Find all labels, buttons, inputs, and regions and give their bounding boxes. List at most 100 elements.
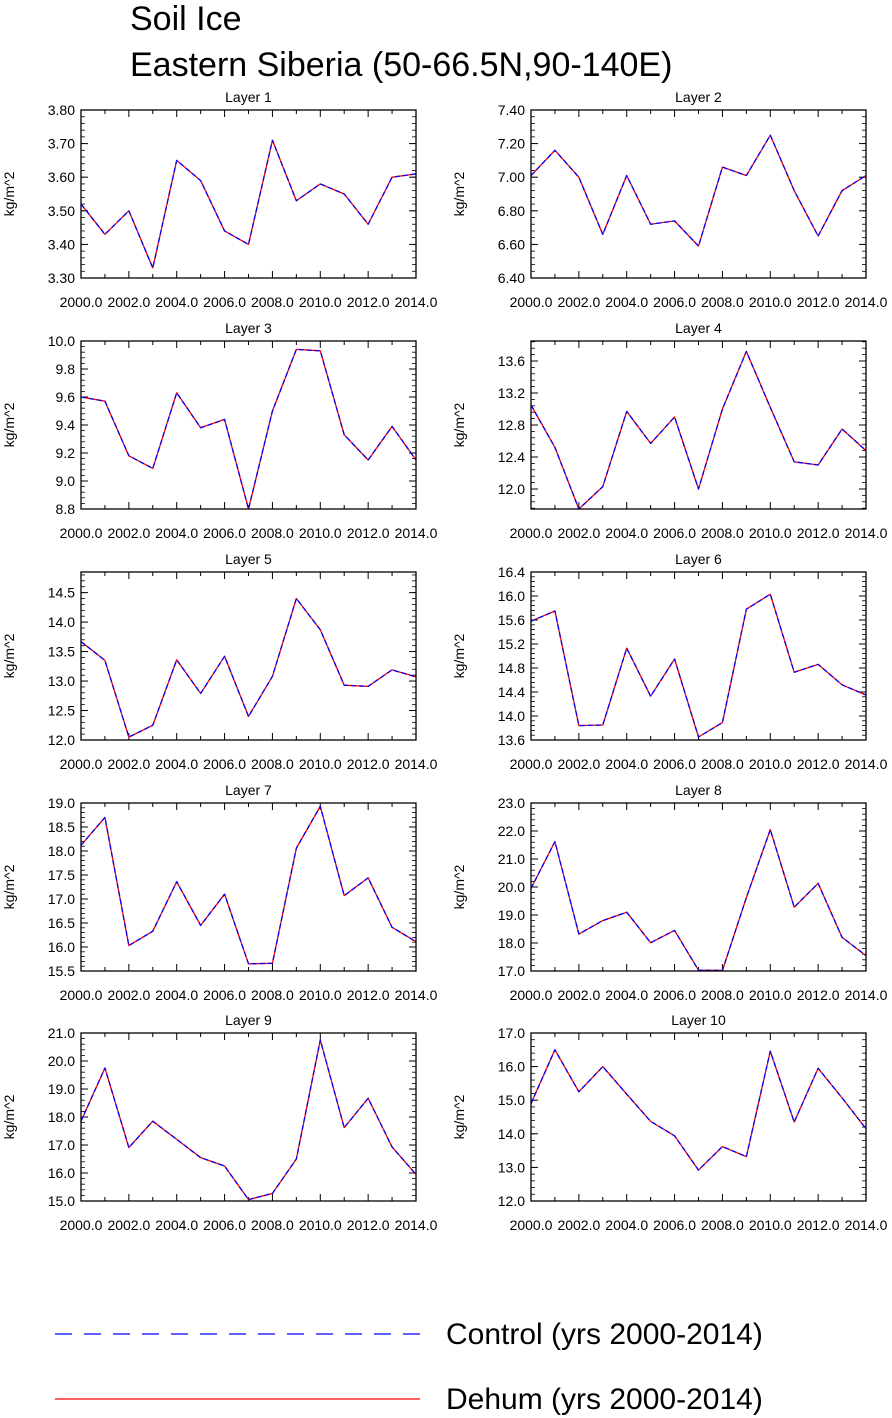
panel-2-ytick-label: 7.00 xyxy=(498,169,525,185)
panel-10-series-dehum xyxy=(530,1049,867,1171)
panel-6-xtick-label: 2002.0 xyxy=(557,756,600,772)
panel-3-ytick-label: 9.2 xyxy=(56,445,76,461)
panel-3: Layer 3 kg/m^2 2000.0 2002.0 2004.0 2006.0 200… xyxy=(1,320,438,541)
panel-6-xtick-label: 2008.0 xyxy=(701,756,744,772)
panel-2-series-control xyxy=(530,134,867,247)
panel-7-frame xyxy=(80,802,417,972)
panel-1-ytick-label: 3.80 xyxy=(48,102,75,118)
panel-3-xtick-label: 2010.0 xyxy=(299,525,342,541)
panel-4-xtick-label: 2006.0 xyxy=(653,525,696,541)
panel-10: Layer 10 kg/m^2 2000.0 2002.0 2004.0 2006.0 20… xyxy=(451,1012,888,1233)
panel-10-xtick-label: 2014.0 xyxy=(845,1217,888,1233)
panel-6-ylabel: kg/m^2 xyxy=(451,633,467,678)
panel-4-ytick-label: 12.8 xyxy=(498,417,525,433)
panel-2-ytick-label: 6.60 xyxy=(498,236,525,252)
panel-10-xtick-label: 2012.0 xyxy=(797,1217,840,1233)
panel-2-xtick-label: 2002.0 xyxy=(557,294,600,310)
panel-3-xtick-label: 2004.0 xyxy=(155,525,198,541)
panel-10-xtick-label: 2010.0 xyxy=(749,1217,792,1233)
panel-2: Layer 2 kg/m^2 2000.0 2002.0 2004.0 2006.0 200… xyxy=(451,89,888,310)
panel-9-ytick-label: 17.0 xyxy=(48,1137,75,1153)
panel-1-xtick-label: 2004.0 xyxy=(155,294,198,310)
panel-5-title: Layer 5 xyxy=(225,551,272,567)
panel-1-xtick-label: 2002.0 xyxy=(107,294,150,310)
panel-8-xtick-label: 2004.0 xyxy=(605,987,648,1003)
panel-7-ytick-label: 16.5 xyxy=(48,915,75,931)
panel-6-series-control xyxy=(530,593,867,738)
panel-4-ytick-label: 13.2 xyxy=(498,385,525,401)
panel-5-xtick-label: 2014.0 xyxy=(395,756,438,772)
panel-8-series-control xyxy=(530,828,867,972)
panel-7-series-control xyxy=(80,805,417,965)
panel-7-xtick-label: 2008.0 xyxy=(251,987,294,1003)
panel-9-xtick-label: 2010.0 xyxy=(299,1217,342,1233)
panel-5-frame xyxy=(80,571,417,741)
panel-3-frame xyxy=(80,340,417,510)
panel-4-ytick-label: 12.0 xyxy=(498,481,525,497)
panel-1-ytick-label: 3.70 xyxy=(48,136,75,152)
panel-4-xtick-label: 2014.0 xyxy=(845,525,888,541)
panel-6-ytick-label: 15.2 xyxy=(498,636,525,652)
panel-1-series-dehum xyxy=(80,139,417,269)
panel-3-xtick-label: 2000.0 xyxy=(60,525,103,541)
panel-9-ytick-label: 20.0 xyxy=(48,1053,75,1069)
panel-9: Layer 9 kg/m^2 2000.0 2002.0 2004.0 2006.0 200… xyxy=(1,1012,438,1233)
panel-9-xtick-label: 2006.0 xyxy=(203,1217,246,1233)
panel-5-xtick-label: 2010.0 xyxy=(299,756,342,772)
panel-7-xtick-label: 2012.0 xyxy=(347,987,390,1003)
panel-1-xtick-label: 2006.0 xyxy=(203,294,246,310)
panel-7-ytick-label: 18.0 xyxy=(48,843,75,859)
panel-4-xtick-label: 2004.0 xyxy=(605,525,648,541)
panel-5-ytick-label: 13.5 xyxy=(48,644,75,660)
panel-7-ytick-label: 18.5 xyxy=(48,819,75,835)
panel-1-frame xyxy=(80,109,417,279)
panel-6-xtick-label: 2012.0 xyxy=(797,756,840,772)
panel-2-ytick-label: 6.40 xyxy=(498,270,525,286)
panel-7: Layer 7 kg/m^2 2000.0 2002.0 2004.0 2006.0 200… xyxy=(1,782,438,1003)
panel-9-xtick-label: 2012.0 xyxy=(347,1217,390,1233)
panel-4-title: Layer 4 xyxy=(675,320,722,336)
panel-9-ytick-label: 18.0 xyxy=(48,1109,75,1125)
panel-9-ytick-label: 15.0 xyxy=(48,1193,75,1209)
panel-2-xtick-label: 2010.0 xyxy=(749,294,792,310)
panel-2-ytick-label: 6.80 xyxy=(498,203,525,219)
panel-1-title: Layer 1 xyxy=(225,89,272,105)
panel-8-xtick-label: 2002.0 xyxy=(557,987,600,1003)
panel-2-title: Layer 2 xyxy=(675,89,722,105)
panel-1-xtick-label: 2012.0 xyxy=(347,294,390,310)
panel-8-ytick-label: 22.0 xyxy=(498,823,525,839)
panel-10-ylabel: kg/m^2 xyxy=(451,1094,467,1139)
panel-9-frame xyxy=(80,1032,417,1202)
panel-8-ytick-label: 19.0 xyxy=(498,907,525,923)
panel-4-series-control xyxy=(530,350,867,510)
panel-7-series-dehum xyxy=(80,805,417,965)
panel-6-ytick-label: 14.8 xyxy=(498,660,525,676)
panel-3-series-dehum xyxy=(80,348,417,510)
panel-10-xtick-label: 2002.0 xyxy=(557,1217,600,1233)
legend-control-label: Control (yrs 2000-2014) xyxy=(446,1318,763,1351)
panel-6-xtick-label: 2004.0 xyxy=(605,756,648,772)
panel-2-xtick-label: 2012.0 xyxy=(797,294,840,310)
panel-8-frame xyxy=(530,802,867,972)
panel-10-ytick-label: 15.0 xyxy=(498,1092,525,1108)
panel-5-xtick-label: 2002.0 xyxy=(107,756,150,772)
panel-10-xtick-label: 2006.0 xyxy=(653,1217,696,1233)
panel-5-xtick-label: 2012.0 xyxy=(347,756,390,772)
panel-8-series-dehum xyxy=(530,828,867,972)
panel-10-frame xyxy=(530,1032,867,1202)
panel-4-xtick-label: 2000.0 xyxy=(510,525,553,541)
panel-3-ytick-label: 9.8 xyxy=(56,361,76,377)
panel-7-xtick-label: 2000.0 xyxy=(60,987,103,1003)
panel-7-xtick-label: 2014.0 xyxy=(395,987,438,1003)
panel-8: Layer 8 kg/m^2 2000.0 2002.0 2004.0 2006.0 200… xyxy=(451,782,888,1003)
panel-9-series-dehum xyxy=(80,1039,417,1201)
panel-7-xtick-label: 2002.0 xyxy=(107,987,150,1003)
panel-4-xtick-label: 2010.0 xyxy=(749,525,792,541)
panel-9-xtick-label: 2000.0 xyxy=(60,1217,103,1233)
panel-3-ylabel: kg/m^2 xyxy=(1,402,17,447)
panel-6-ytick-label: 14.0 xyxy=(498,708,525,724)
panel-3-title: Layer 3 xyxy=(225,320,272,336)
legend: Control (yrs 2000-2014) Dehum (yrs 2000-… xyxy=(55,1318,763,1416)
panel-1-ytick-label: 3.30 xyxy=(48,270,75,286)
